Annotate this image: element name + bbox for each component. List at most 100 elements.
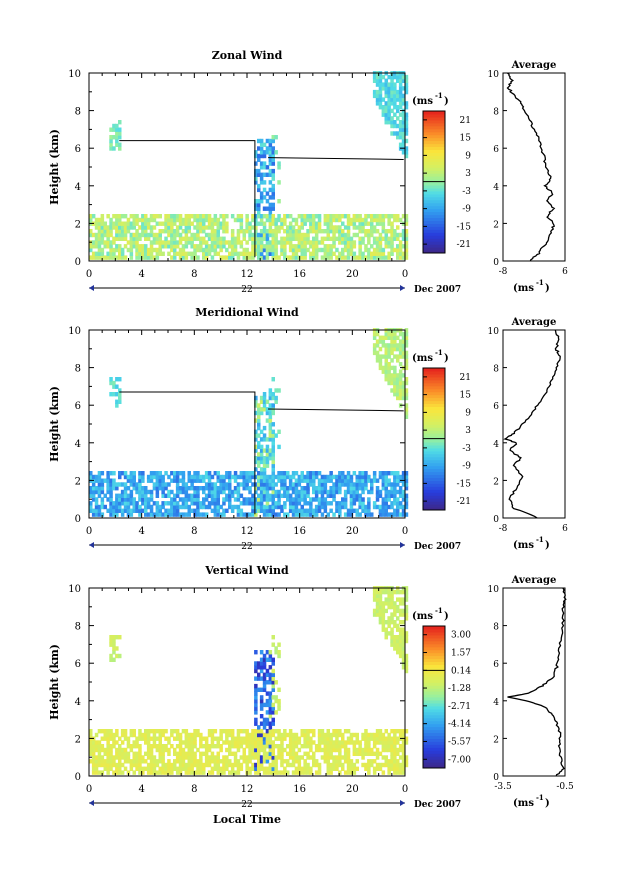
field-cell xyxy=(149,736,154,741)
colorbar-segment xyxy=(423,125,445,130)
field-cell xyxy=(370,751,374,756)
field-cell xyxy=(257,146,261,151)
field-cell xyxy=(355,255,359,260)
field-cell xyxy=(213,736,218,741)
colorbar-segment xyxy=(423,489,445,493)
field-cell xyxy=(262,206,267,211)
field-cell xyxy=(257,168,261,174)
field-cell xyxy=(404,482,409,487)
field-cell xyxy=(396,627,400,632)
field-cell xyxy=(149,759,154,764)
field-cell xyxy=(378,736,383,741)
field-cell xyxy=(303,232,307,238)
field-cell xyxy=(314,471,319,476)
field-cell xyxy=(401,244,406,249)
field-cell xyxy=(401,482,406,487)
field-cell xyxy=(152,214,157,219)
field-cell xyxy=(404,89,409,95)
field-cell xyxy=(404,661,409,666)
field-cell xyxy=(332,747,336,753)
field-cell xyxy=(178,478,183,483)
field-cell xyxy=(89,247,93,253)
field-cell xyxy=(396,225,400,230)
field-cell xyxy=(280,225,284,230)
field-cell xyxy=(384,608,388,614)
field-cell xyxy=(323,508,328,513)
field-cell xyxy=(91,512,96,517)
colorbar-segment xyxy=(423,436,445,440)
field-cell xyxy=(230,729,235,734)
field-cell xyxy=(274,251,278,256)
field-cell xyxy=(326,766,330,771)
colorbar-segment xyxy=(423,756,445,760)
field-cell xyxy=(268,251,273,256)
field-cell xyxy=(338,504,342,510)
field-cell xyxy=(393,335,397,340)
field-cell xyxy=(190,482,194,487)
field-cell xyxy=(259,448,264,453)
field-cell xyxy=(251,755,255,760)
field-cell xyxy=(309,747,313,753)
field-cell xyxy=(175,482,180,487)
field-cell xyxy=(199,217,203,223)
field-cell xyxy=(398,512,403,517)
colorbar-segment xyxy=(423,697,445,701)
field-cell xyxy=(401,214,406,219)
field-cell xyxy=(381,97,386,102)
colorbar-segment xyxy=(423,462,445,467)
field-cell xyxy=(216,486,220,491)
field-cell xyxy=(262,407,267,412)
field-cell xyxy=(274,759,278,764)
colorbar-segment xyxy=(423,158,445,162)
field-cell xyxy=(164,240,168,245)
field-cell xyxy=(314,493,319,498)
field-cell xyxy=(173,478,177,483)
field-cell xyxy=(210,493,215,498)
colorbar-segment xyxy=(423,649,445,654)
field-cell xyxy=(251,225,255,230)
field-cell xyxy=(314,247,319,253)
field-cell xyxy=(184,512,189,517)
field-cell xyxy=(326,762,330,768)
field-cell xyxy=(144,732,148,738)
field-cell xyxy=(129,512,134,517)
field-cell xyxy=(257,452,261,457)
field-cell xyxy=(283,478,287,483)
field-cell xyxy=(384,120,388,125)
field-cell xyxy=(317,736,322,741)
field-cell xyxy=(89,508,93,513)
field-cell xyxy=(132,474,136,480)
field-cell xyxy=(401,653,406,659)
field-cell xyxy=(236,512,241,517)
field-cell xyxy=(190,766,194,771)
field-cell xyxy=(202,478,206,483)
field-cell xyxy=(387,89,391,95)
field-cell xyxy=(390,380,394,386)
field-cell xyxy=(338,512,342,517)
field-cell xyxy=(335,225,339,230)
field-cell xyxy=(381,755,386,760)
field-cell xyxy=(300,508,304,513)
field-cell xyxy=(259,217,264,223)
field-cell xyxy=(112,135,116,140)
field-cell xyxy=(280,740,284,745)
field-cell xyxy=(343,214,348,219)
field-cell xyxy=(239,740,244,745)
field-cell xyxy=(129,232,134,238)
field-cell xyxy=(239,508,244,513)
field-cell xyxy=(361,751,365,756)
field-cell xyxy=(375,101,380,106)
field-cell xyxy=(393,339,397,344)
field-cell xyxy=(387,377,391,382)
y-tick-label: 8 xyxy=(75,107,81,118)
field-cell xyxy=(236,762,241,768)
field-cell xyxy=(338,732,342,738)
colorbar-segment xyxy=(423,433,445,437)
field-cell xyxy=(144,255,148,260)
field-cell xyxy=(367,747,371,753)
field-cell xyxy=(291,497,296,502)
colorbar-segment xyxy=(423,152,445,156)
field-cell xyxy=(300,221,304,226)
field-cell xyxy=(257,729,261,734)
